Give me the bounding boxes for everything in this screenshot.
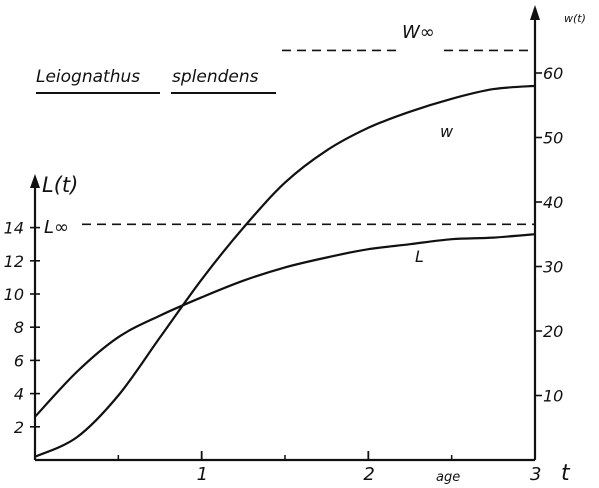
y-right-axis-label: w(t) [564, 12, 586, 25]
series-label-l: L [415, 247, 424, 266]
y-right-tick-label-40: 40 [543, 193, 563, 212]
series-line-w [34, 84, 536, 458]
y-right-axis-arrow [530, 5, 540, 20]
x-axis-symbol: t [561, 461, 571, 486]
asymptote-label-w-inf: W∞ [402, 22, 435, 43]
y-right-tick-label-20: 20 [543, 322, 563, 341]
chart-title-species: splendens [172, 67, 259, 87]
x-axis-label: age [436, 470, 460, 485]
y-left-tick-label-14: 14 [4, 219, 24, 238]
y-right-tick-label-10: 10 [543, 387, 563, 406]
y-left-axis-label: L(t) [42, 173, 78, 197]
y-left-tick-label-10: 10 [4, 285, 24, 304]
x-tick-label-2: 2 [363, 464, 374, 485]
y-left-tick-label-6: 6 [14, 351, 24, 370]
y-right-tick-label-50: 50 [543, 129, 563, 148]
x-tick-label-1: 1 [197, 464, 208, 485]
y-left-tick-label-12: 12 [4, 252, 24, 271]
series-line-l [34, 233, 536, 418]
chart-title-genus: Leiognathus [36, 67, 140, 87]
y-left-tick-label-2: 2 [14, 418, 24, 437]
y-left-tick-label-4: 4 [14, 385, 24, 404]
y-left-tick-label-8: 8 [14, 318, 24, 337]
y-right-tick-label-60: 60 [543, 64, 563, 83]
y-right-tick-label-30: 30 [543, 258, 563, 277]
x-tick-label-3: 3 [530, 464, 541, 485]
asymptote-label-l-inf: L∞ [44, 217, 69, 238]
y-left-axis-arrow [30, 174, 40, 188]
series-label-w: w [440, 122, 454, 141]
